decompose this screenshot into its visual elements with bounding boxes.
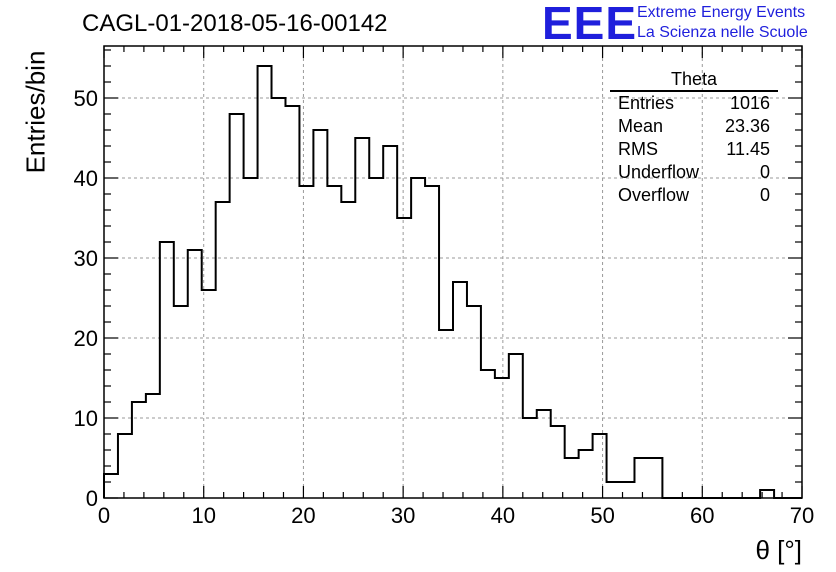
stats-label: Underflow	[618, 162, 700, 182]
histogram-bin	[397, 218, 411, 498]
x-tick-label: 70	[790, 503, 814, 528]
histogram-bin	[285, 106, 299, 498]
histogram-bin	[453, 282, 467, 498]
histogram-bin	[467, 306, 481, 498]
histogram-bin	[355, 138, 369, 498]
histogram-bin	[523, 418, 537, 498]
stats-row-rms: RMS 11.45	[610, 138, 778, 161]
histogram-bin	[341, 202, 355, 498]
histogram-bin	[439, 330, 453, 498]
stats-value: 23.36	[724, 116, 770, 136]
histogram-outline	[103, 65, 802, 499]
histogram-bin	[118, 434, 132, 498]
stats-label: Mean	[618, 116, 664, 136]
x-tick-label: 60	[690, 503, 714, 528]
y-axis-label: Entries/bin	[20, 50, 51, 174]
y-tick-label: 0	[86, 486, 98, 511]
plot-title: CAGL-01-2018-05-16-00142	[82, 10, 388, 37]
histogram-bin	[216, 202, 230, 498]
plot-frame	[103, 45, 803, 499]
histogram-bin	[258, 66, 272, 498]
histogram-bin	[607, 482, 621, 498]
stats-value: 1016	[729, 93, 770, 113]
stats-box: Theta Entries 1016 Mean 23.36 RMS 11.45 …	[610, 68, 778, 207]
histogram-bin	[383, 146, 397, 498]
stats-row-underflow: Underflow 0	[610, 161, 778, 184]
logo-line-1: Extreme Energy Events	[637, 4, 806, 21]
x-tick-label: 50	[590, 503, 614, 528]
x-tick-label: 20	[291, 503, 315, 528]
eee-logo-mark: EEE	[542, 0, 638, 49]
grid-lines	[104, 46, 802, 498]
x-tick-label: 30	[391, 503, 415, 528]
histogram-bin	[313, 130, 327, 498]
histogram-bin	[104, 474, 118, 498]
y-tick-label: 20	[74, 326, 98, 351]
axis-ticks	[103, 46, 803, 499]
histogram-bin	[132, 402, 146, 498]
stats-label: RMS	[618, 139, 658, 159]
stats-name: Theta	[610, 68, 778, 92]
histogram-bin	[509, 354, 523, 498]
histogram-bin	[579, 450, 593, 498]
histogram-bin	[565, 458, 579, 498]
histogram-bin	[481, 370, 495, 498]
y-tick-label: 50	[74, 86, 98, 111]
y-tick-label: 10	[74, 406, 98, 431]
stats-value: 0	[759, 162, 770, 182]
histogram-bin	[299, 186, 313, 498]
stats-label: Entries	[618, 93, 675, 113]
x-axis-label: θ [°]	[755, 535, 802, 565]
stats-row-mean: Mean 23.36	[610, 115, 778, 138]
stats-row-overflow: Overflow 0	[610, 184, 778, 207]
histogram-bars	[103, 65, 802, 499]
tick-labels: 0 10 20 30 40 50 60 70 0 10 20 30 40 50	[74, 86, 815, 528]
histogram-bin	[648, 458, 662, 498]
histogram-bin	[537, 410, 551, 498]
x-tick-label: 40	[491, 503, 515, 528]
histogram-bin	[160, 242, 174, 498]
y-tick-label: 30	[74, 246, 98, 271]
histogram-bin	[174, 306, 188, 498]
histogram-bin	[593, 434, 607, 498]
stats-row-entries: Entries 1016	[610, 92, 778, 115]
histogram-bin	[188, 250, 202, 498]
histogram-bin	[272, 98, 286, 498]
histogram-bin	[425, 186, 439, 498]
histogram-bin	[634, 458, 648, 498]
histogram-bin	[551, 426, 565, 498]
stats-value: 11.45	[726, 139, 770, 159]
histogram-bin	[327, 186, 341, 498]
histogram-bin	[495, 378, 509, 498]
stats-label: Overflow	[618, 185, 690, 205]
y-tick-label: 40	[74, 166, 98, 191]
histogram-bin	[230, 114, 244, 498]
logo-line-2: La Scienza nelle Scuole	[637, 24, 808, 41]
stats-value: 0	[759, 185, 770, 205]
x-tick-label: 10	[191, 503, 215, 528]
x-tick-label: 0	[98, 503, 110, 528]
histogram-bin	[146, 394, 160, 498]
